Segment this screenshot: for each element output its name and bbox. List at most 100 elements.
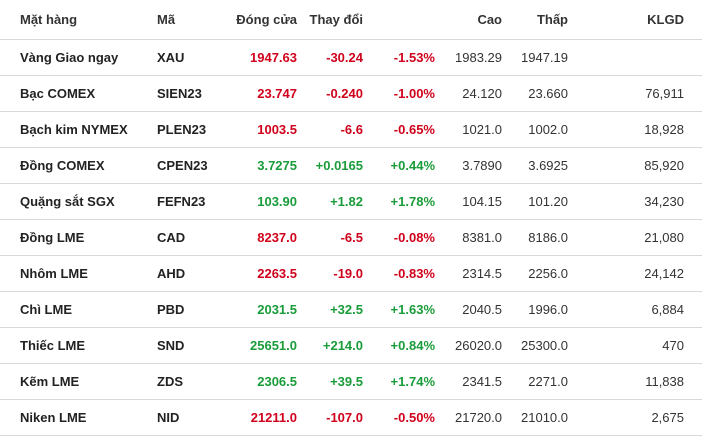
price-change: -0.240 bbox=[326, 86, 363, 101]
header-volume: KLGD bbox=[647, 12, 684, 27]
commodity-name: Đồng LME bbox=[20, 230, 85, 245]
percent-change: +1.78% bbox=[390, 194, 435, 209]
low-price: 23.660 bbox=[528, 86, 568, 101]
close-price: 21211.0 bbox=[250, 410, 297, 425]
low-price: 2271.0 bbox=[528, 374, 568, 389]
commodity-code: ZDS bbox=[157, 374, 183, 389]
percent-change: +1.63% bbox=[390, 302, 435, 317]
commodity-name: Kẽm LME bbox=[20, 374, 80, 389]
price-change: +32.5 bbox=[330, 302, 363, 317]
low-price: 101.20 bbox=[528, 194, 568, 209]
table-row: Đồng LME CAD 8237.0 -6.5 -0.08% 8381.0 8186.0 2… bbox=[0, 220, 702, 256]
commodity-code: PLEN23 bbox=[157, 122, 207, 137]
percent-change: -0.83% bbox=[393, 266, 435, 281]
percent-change: +0.84% bbox=[390, 338, 435, 353]
high-price: 1983.29 bbox=[455, 50, 502, 65]
header-code: Mã bbox=[157, 12, 176, 27]
close-price: 3.7275 bbox=[257, 158, 297, 173]
header-low: Thấp bbox=[536, 12, 568, 27]
close-price: 103.90 bbox=[257, 194, 297, 209]
percent-change: +0.44% bbox=[390, 158, 435, 173]
trade-volume: 76,911 bbox=[645, 86, 684, 101]
trade-volume: 2,675 bbox=[651, 410, 684, 425]
close-price: 1003.5 bbox=[257, 122, 297, 137]
trade-volume: 21,080 bbox=[644, 230, 684, 245]
table-row: Kẽm LME ZDS 2306.5 +39.5 +1.74% 2341.5 2271.0 1… bbox=[0, 364, 702, 400]
commodity-code: NID bbox=[157, 410, 180, 425]
low-price: 1996.0 bbox=[528, 302, 568, 317]
commodity-name: Bạch kim NYMEX bbox=[20, 122, 128, 137]
table-row: Quặng sắt SGX FEFN23 103.90 +1.82 +1.78% 104.… bbox=[0, 184, 702, 220]
table-row: Bạc COMEX SIEN23 23.747 -0.240 -1.00% 24.120 2… bbox=[0, 76, 702, 112]
table-row: Đồng COMEX CPEN23 3.7275 +0.0165 +0.44% 3.789… bbox=[0, 148, 702, 184]
close-price: 1947.63 bbox=[250, 50, 297, 65]
price-change: -6.5 bbox=[340, 230, 363, 245]
price-change: +214.0 bbox=[322, 338, 363, 353]
commodity-name: Chì LME bbox=[20, 302, 72, 317]
table-row: Chì LME PBD 2031.5 +32.5 +1.63% 2040.5 1996.0 6… bbox=[0, 292, 702, 328]
commodity-code: CPEN23 bbox=[157, 158, 208, 173]
percent-change: -1.00% bbox=[393, 86, 435, 101]
commodity-name: Thiếc LME bbox=[20, 338, 86, 353]
commodity-code: XAU bbox=[157, 50, 185, 65]
high-price: 8381.0 bbox=[462, 230, 502, 245]
trade-volume: 11,838 bbox=[645, 374, 684, 389]
percent-change: -0.08% bbox=[393, 230, 435, 245]
percent-change: -1.53% bbox=[393, 50, 435, 65]
commodity-code: FEFN23 bbox=[157, 194, 206, 209]
trade-volume: 470 bbox=[662, 338, 684, 353]
commodity-code: AHD bbox=[157, 266, 186, 281]
close-price: 2263.5 bbox=[257, 266, 297, 281]
header-commodity: Mặt hàng bbox=[20, 12, 78, 27]
high-price: 1021.0 bbox=[462, 122, 502, 137]
close-price: 2031.5 bbox=[257, 302, 297, 317]
percent-change: -0.65% bbox=[393, 122, 435, 137]
commodity-code: SND bbox=[157, 338, 185, 353]
commodity-name: Niken LME bbox=[20, 410, 87, 425]
price-change: -6.6 bbox=[340, 122, 363, 137]
trade-volume bbox=[600, 40, 684, 75]
low-price: 1002.0 bbox=[528, 122, 568, 137]
commodity-name: Đồng COMEX bbox=[20, 158, 105, 173]
high-price: 24.120 bbox=[462, 86, 502, 101]
price-change: +0.0165 bbox=[315, 158, 363, 173]
trade-volume: 85,920 bbox=[644, 158, 684, 173]
price-change: -30.24 bbox=[326, 50, 363, 65]
price-change: +1.82 bbox=[330, 194, 363, 209]
commodity-name: Quặng sắt SGX bbox=[20, 194, 115, 209]
high-price: 2341.5 bbox=[462, 374, 502, 389]
close-price: 23.747 bbox=[257, 86, 297, 101]
table-row: Nhôm LME AHD 2263.5 -19.0 -0.83% 2314.5 2256.0… bbox=[0, 256, 702, 292]
low-price: 1947.19 bbox=[521, 50, 568, 65]
high-price: 2040.5 bbox=[462, 302, 502, 317]
table-row: Thiếc LME SND 25651.0 +214.0 +0.84% 26020.0 25… bbox=[0, 328, 702, 364]
high-price: 3.7890 bbox=[462, 158, 502, 173]
header-high: Cao bbox=[477, 12, 502, 27]
price-change: -107.0 bbox=[326, 410, 363, 425]
percent-change: +1.74% bbox=[390, 374, 435, 389]
commodity-code: CAD bbox=[157, 230, 186, 245]
low-price: 8186.0 bbox=[528, 230, 568, 245]
percent-change: -0.50% bbox=[393, 410, 435, 425]
trade-volume: 34,230 bbox=[644, 194, 684, 209]
low-price: 21010.0 bbox=[521, 410, 568, 425]
trade-volume: 24,142 bbox=[644, 266, 684, 281]
price-change: +39.5 bbox=[330, 374, 363, 389]
commodity-name: Nhôm LME bbox=[20, 266, 88, 281]
high-price: 104.15 bbox=[462, 194, 502, 209]
high-price: 21720.0 bbox=[455, 410, 502, 425]
table-body: Vàng Giao ngay XAU 1947.63 -30.24 -1.53% 1983… bbox=[0, 40, 702, 436]
trade-volume: 6,884 bbox=[651, 302, 684, 317]
header-change: Thay đổi bbox=[309, 12, 363, 27]
high-price: 2314.5 bbox=[462, 266, 502, 281]
price-change: -19.0 bbox=[333, 266, 363, 281]
low-price: 25300.0 bbox=[521, 338, 568, 353]
close-price: 2306.5 bbox=[257, 374, 297, 389]
high-price: 26020.0 bbox=[455, 338, 502, 353]
table-row: Niken LME NID 21211.0 -107.0 -0.50% 21720.0 21… bbox=[0, 400, 702, 436]
commodity-code: SIEN23 bbox=[157, 86, 202, 101]
trade-volume: 18,928 bbox=[644, 122, 684, 137]
header-close: Đóng cửa bbox=[236, 12, 297, 27]
table-row: Vàng Giao ngay XAU 1947.63 -30.24 -1.53% 1983… bbox=[0, 40, 702, 76]
commodity-name: Vàng Giao ngay bbox=[20, 50, 119, 65]
